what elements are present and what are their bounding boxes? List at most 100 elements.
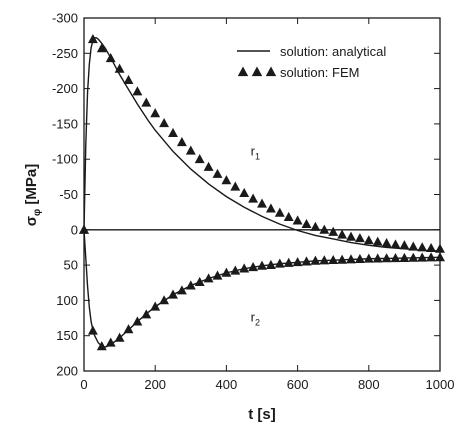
legend-label-analytical: solution: analytical <box>280 44 386 59</box>
fem-marker-r2 <box>248 262 259 272</box>
fem-marker-r1 <box>381 238 392 248</box>
fem-marker-r2 <box>354 253 365 263</box>
fem-marker-r2 <box>328 254 339 265</box>
y-tick-label: 100 <box>56 293 78 308</box>
curve-label-letter: r <box>251 144 256 159</box>
curve-label-letter: r <box>251 310 256 325</box>
fem-marker-r1 <box>417 242 428 252</box>
fem-marker-r1 <box>319 224 330 234</box>
fem-marker-r1 <box>301 218 312 229</box>
fem-marker-r1 <box>426 242 437 253</box>
fem-marker-r1 <box>354 233 365 243</box>
curve-label-subscript: 2 <box>255 318 260 328</box>
fem-marker-r2 <box>176 285 187 295</box>
x-tick-label: 800 <box>358 377 380 392</box>
fem-marker-r1 <box>435 243 445 253</box>
fem-marker-r2 <box>319 255 330 265</box>
fem-marker-r1 <box>141 97 152 107</box>
fem-marker-r2 <box>132 316 143 326</box>
fem-marker-r2 <box>257 260 267 270</box>
fem-marker-r1 <box>114 63 125 73</box>
y-tick-label: 0 <box>71 222 78 237</box>
fem-marker-r1 <box>408 241 419 251</box>
fem-marker-r1 <box>337 229 348 239</box>
y-tick-label: -50 <box>59 187 78 202</box>
fem-marker-r2 <box>408 252 419 262</box>
fem-marker-r1 <box>257 198 267 208</box>
fem-marker-r1 <box>123 74 134 85</box>
fem-marker-r2 <box>399 252 410 262</box>
x-tick-label: 600 <box>287 377 309 392</box>
legend: solution: analytical solution: FEM <box>237 44 386 80</box>
fem-marker-r1 <box>96 43 107 53</box>
fem-marker-r1 <box>310 221 321 231</box>
fem-marker-r2 <box>159 295 170 305</box>
fem-marker-r2 <box>292 257 303 267</box>
fem-marker-r1 <box>150 108 161 118</box>
y-tick-label: -100 <box>52 152 78 167</box>
fem-marker-r2 <box>346 254 356 264</box>
fem-marker-r1 <box>185 145 196 155</box>
y-tick-label: 50 <box>64 258 78 273</box>
fem-marker-r2 <box>363 253 374 263</box>
fem-marker-r1 <box>346 231 356 241</box>
fem-marker-r2 <box>221 267 232 277</box>
fem-marker-r1 <box>239 187 250 197</box>
fem-marker-r1 <box>363 235 374 245</box>
fem-marker-r2 <box>230 265 241 275</box>
x-tick-label: 200 <box>144 377 166 392</box>
fem-marker-r1 <box>203 161 214 171</box>
fem-marker-r2 <box>114 332 125 342</box>
fem-marker-r1 <box>132 86 143 96</box>
y-axis-symbol: σ <box>23 216 40 226</box>
fem-marker-r2 <box>185 280 196 290</box>
legend-marker-swatch <box>237 66 277 77</box>
fem-marker-r2 <box>265 259 276 269</box>
fem-marker-r2 <box>372 253 383 263</box>
legend-marker <box>237 66 249 77</box>
fem-marker-r2 <box>426 252 437 262</box>
fem-marker-r2 <box>168 289 178 299</box>
y-tick-label: -250 <box>52 46 78 61</box>
fem-marker-r1 <box>168 127 178 137</box>
fem-marker-r1 <box>248 193 259 203</box>
fem-marker-r1 <box>221 175 232 185</box>
fem-marker-r1 <box>230 181 241 191</box>
plot-area <box>79 33 445 351</box>
fem-marker-r2 <box>239 263 250 273</box>
x-axis: 0 200 400 600 800 1000 <box>80 18 454 392</box>
x-tick-label: 0 <box>80 377 87 392</box>
fem-marker-r2 <box>310 255 321 265</box>
fem-marker-r2 <box>123 324 134 334</box>
fem-marker-r2 <box>417 252 428 262</box>
x-tick-label: 400 <box>216 377 238 392</box>
fem-marker-r1 <box>212 168 223 178</box>
y-axis-subscript: φ <box>32 209 43 216</box>
fem-marker-r1 <box>372 236 383 246</box>
fem-marker-r1 <box>292 215 303 225</box>
fem-marker-r1 <box>328 226 339 236</box>
legend-marker <box>265 66 277 77</box>
fem-marker-r2 <box>194 276 205 286</box>
fem-marker-r1 <box>105 53 116 63</box>
y-axis-unit: [MPa] <box>23 164 40 209</box>
legend-label-fem: solution: FEM <box>280 65 359 80</box>
y-tick-label: -150 <box>52 116 78 131</box>
x-tick-label: 1000 <box>426 377 455 392</box>
y-tick-label: -200 <box>52 81 78 96</box>
fem-marker-r1 <box>283 211 294 221</box>
fem-marker-r1 <box>87 33 98 44</box>
fem-marker-r1 <box>399 240 410 250</box>
analytical-curve-r1 <box>83 37 441 252</box>
fem-marker-r1 <box>194 154 205 164</box>
curve-label-r1: r1 <box>251 144 260 162</box>
y-axis-title: σφ [MPa] <box>23 164 43 226</box>
fem-marker-r2 <box>79 224 89 234</box>
fem-marker-r1 <box>176 137 187 147</box>
fem-marker-r2 <box>96 341 107 351</box>
fem-marker-r1 <box>390 239 401 249</box>
fem-marker-r2 <box>283 257 294 267</box>
y-tick-label: 200 <box>56 364 78 379</box>
y-axis: -300 -250 -200 -150 -100 -50 0 50 100 150 200 <box>52 11 440 379</box>
